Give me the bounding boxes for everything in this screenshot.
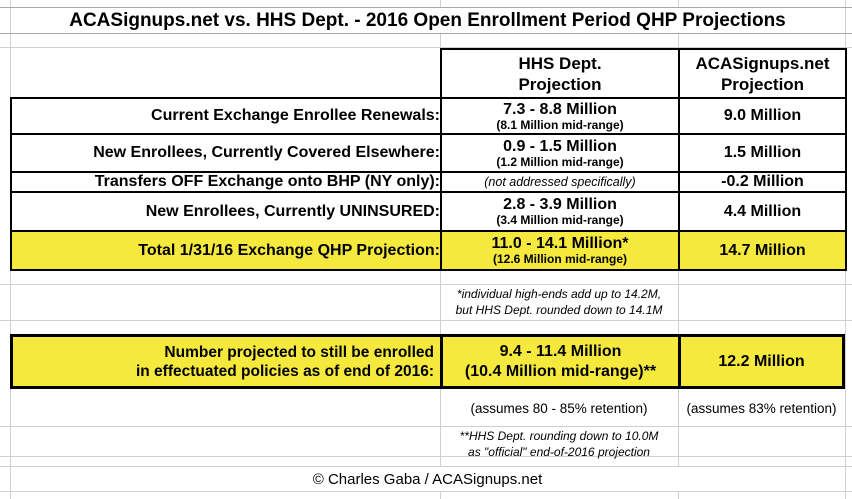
hhs-range: 2.8 - 3.9 Million [503, 196, 617, 213]
row-total: Total 1/31/16 Exchange QHP Projection: 1… [10, 230, 847, 271]
label-line: Number projected to still be enrolled [164, 343, 434, 361]
total-footnote: *individual high-ends add up to 14.2M, b… [440, 286, 678, 318]
hhs-midrange: (8.1 Million mid-range) [496, 117, 624, 132]
hhs-range: 11.0 - 14.1 Million* [491, 235, 629, 252]
effectuated-hhs-cell: 9.4 - 11.4 Million (10.4 Million mid-ran… [440, 334, 681, 389]
hhs-midrange: (1.2 Million mid-range) [496, 154, 624, 169]
column-header-line: HHS Dept. [518, 53, 602, 73]
hhs-projection-cell: 2.8 - 3.9 Million (3.4 Million mid-range… [440, 191, 680, 232]
column-header-line: Projection [518, 74, 602, 94]
effectuated-footnote: **HHS Dept. rounding down to 10.0M as "o… [440, 428, 678, 460]
gridline-h [0, 284, 852, 285]
effectuated-aca-cell: 12.2 Million [678, 334, 845, 389]
gridline-h [0, 33, 852, 34]
gridline-h [0, 47, 852, 48]
gridline-h [0, 320, 852, 321]
row-label: Current Exchange Enrollee Renewals: [10, 97, 442, 135]
footnote-line: as "official" end-of-2016 projection [468, 445, 650, 459]
column-header-line: ACASignups.net [695, 53, 830, 73]
gridline-h [0, 456, 852, 457]
gridline-h [0, 466, 852, 467]
row-renewals: Current Exchange Enrollee Renewals: 7.3 … [10, 97, 847, 135]
hhs-retention-note: (assumes 80 - 85% retention) [470, 400, 648, 416]
row-label: Transfers OFF Exchange onto BHP (NY only… [10, 171, 442, 193]
hhs-range: 0.9 - 1.5 Million [503, 137, 617, 155]
credit-line: © Charles Gaba / ACASignups.net [11, 467, 844, 491]
row-label: Total 1/31/16 Exchange QHP Projection: [10, 230, 442, 271]
hhs-midrange: (12.6 Million mid-range) [492, 252, 627, 266]
header-spacer-cell [11, 49, 441, 98]
hhs-projection-cell: (not addressed specifically) [440, 171, 680, 193]
gridline-h [0, 491, 852, 492]
label-line: in effectuated policies as of end of 201… [135, 362, 434, 380]
column-header-line: Projection [720, 74, 805, 94]
hhs-midrange: (10.4 Million mid-range)** [464, 362, 657, 380]
comparison-table: HHS Dept. Projection ACASignups.net Proj… [10, 48, 847, 271]
footnote-line: but HHS Dept. rounded down to 14.1M [455, 303, 663, 317]
hhs-projection-cell: 11.0 - 14.1 Million* (12.6 Million mid-r… [440, 230, 680, 271]
footnote-line: **HHS Dept. rounding down to 10.0M [459, 429, 659, 443]
hhs-projection-cell: 7.3 - 8.8 Million (8.1 Million mid-range… [440, 97, 680, 135]
aca-retention-note: (assumes 83% retention) [686, 400, 837, 416]
header-row: HHS Dept. Projection ACASignups.net Proj… [11, 48, 847, 99]
hhs-midrange: (3.4 Million mid-range) [496, 213, 624, 227]
footnote-line: *individual high-ends add up to 14.2M, [456, 287, 662, 301]
hhs-range: 9.4 - 11.4 Million [499, 342, 622, 360]
aca-projection-cell: 9.0 Million [678, 97, 847, 135]
aca-projection-cell: 4.4 Million [678, 191, 847, 232]
row-label: New Enrollees, Currently Covered Elsewhe… [10, 133, 442, 173]
row-bhp-transfers: Transfers OFF Exchange onto BHP (NY only… [10, 171, 847, 193]
row-label: New Enrollees, Currently UNINSURED: [10, 191, 442, 232]
aca-projection-cell: 1.5 Million [678, 133, 847, 173]
effectuated-row-label: Number projected to still be enrolled in… [10, 334, 443, 389]
row-new-uninsured: New Enrollees, Currently UNINSURED: 2.8 … [10, 191, 847, 232]
aca-projection-cell: -0.2 Million [678, 171, 847, 193]
column-header-aca: ACASignups.net Projection [678, 48, 847, 99]
gridline-h [0, 7, 852, 8]
hhs-range: 7.3 - 8.8 Million [503, 100, 617, 118]
row-new-covered: New Enrollees, Currently Covered Elsewhe… [10, 133, 847, 173]
table-title: ACASignups.net vs. HHS Dept. - 2016 Open… [11, 8, 844, 33]
gridline-h [0, 426, 852, 427]
hhs-projection-cell: 0.9 - 1.5 Million (1.2 Million mid-range… [440, 133, 680, 173]
column-header-hhs: HHS Dept. Projection [440, 48, 680, 99]
aca-projection-cell: 14.7 Million [678, 230, 847, 271]
